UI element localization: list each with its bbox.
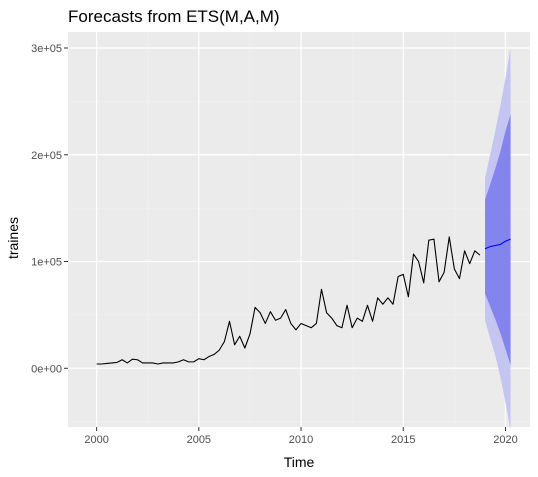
interval-band-80: [485, 114, 511, 366]
y-tick-label: 3e+05: [31, 43, 62, 55]
x-tick-label: 2010: [289, 434, 313, 446]
minor-gridlines: [68, 32, 530, 427]
y-tick-label: 0e+00: [31, 363, 62, 375]
plot-panel: [68, 32, 530, 427]
y-axis-title: traines: [5, 217, 21, 259]
series-line-observed: [96, 236, 481, 365]
x-tick-label: 2000: [84, 434, 108, 446]
prediction-intervals: [485, 48, 511, 431]
series-lines: [96, 236, 511, 365]
x-tick-label: 2020: [493, 434, 517, 446]
x-tick-label: 2015: [391, 434, 415, 446]
y-tick-label: 1e+05: [31, 257, 62, 269]
y-tick-label: 2e+05: [31, 150, 62, 162]
x-axis: 2000 2005 2010 2015 2020: [84, 427, 518, 446]
y-axis: 0e+00 1e+05 2e+05 3e+05: [31, 43, 68, 375]
series-line-forecast: [484, 238, 511, 250]
x-tick-label: 2005: [187, 434, 211, 446]
chart-title: Forecasts from ETS(M,A,M): [68, 7, 280, 26]
x-axis-title: Time: [284, 454, 315, 470]
